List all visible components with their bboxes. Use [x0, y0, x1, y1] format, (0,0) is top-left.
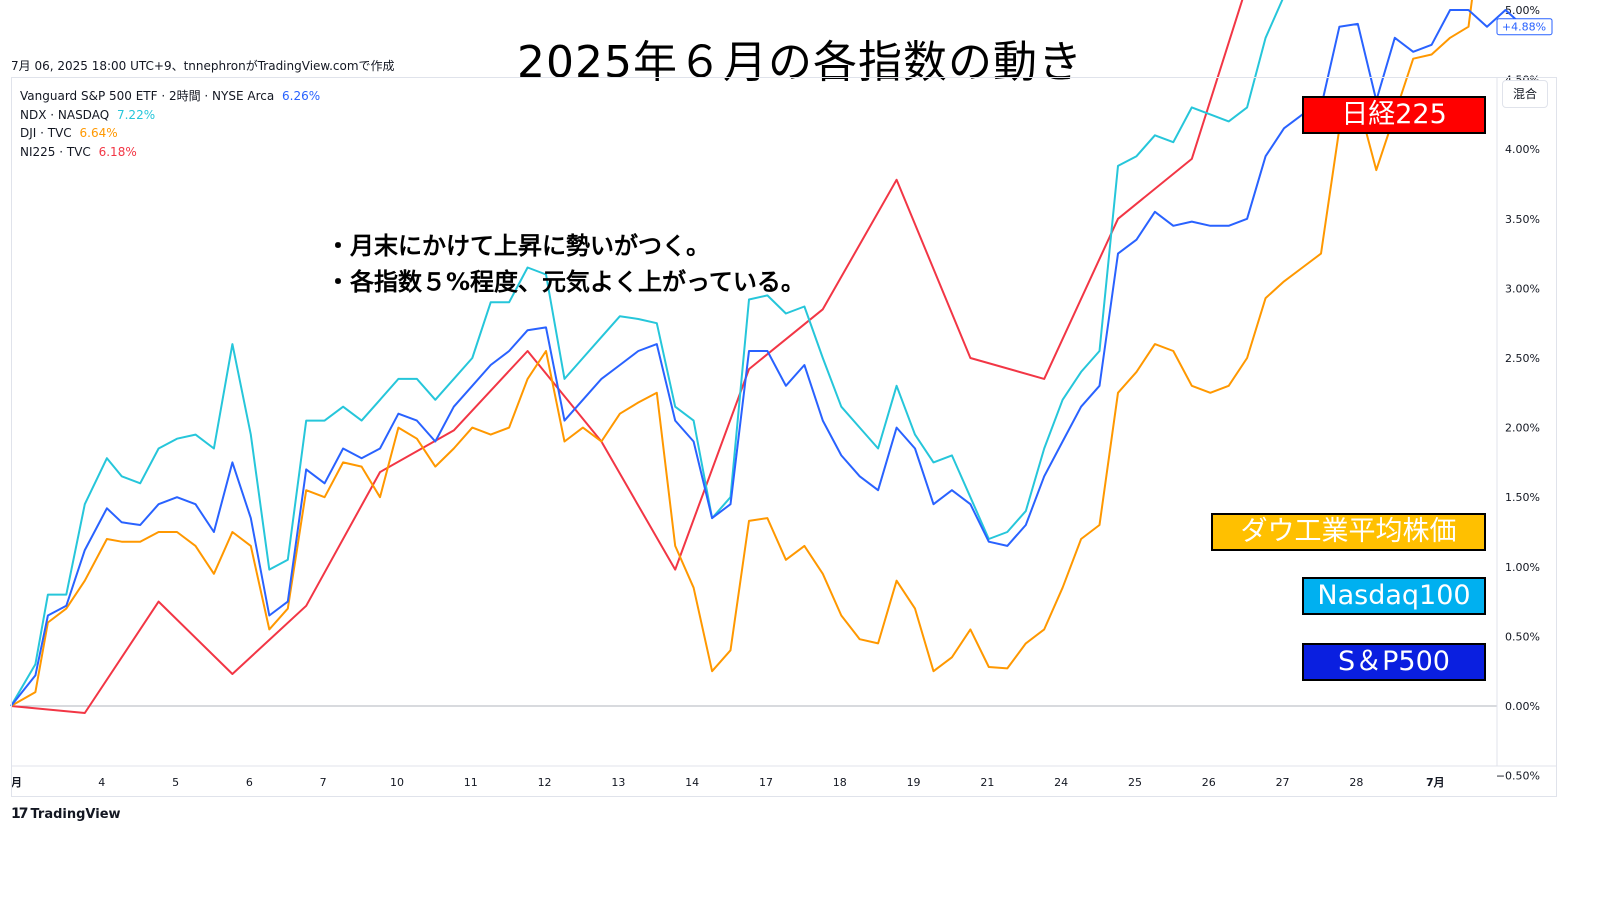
legend-name: NI225 · TVC [20, 144, 91, 159]
x-tick-label: 17 [759, 776, 773, 789]
tradingview-logo-icon: 17 [11, 806, 29, 822]
label-box-nikkei: 日経225 [1302, 96, 1486, 134]
legend-row-voo[interactable]: Vanguard S&P 500 ETF · 2時間 · NYSE Arca 6… [20, 87, 324, 106]
x-tick-label: 13 [611, 776, 625, 789]
x-tick-label: 月 [10, 776, 22, 789]
x-tick-label: 7 [320, 776, 327, 789]
x-tick-label: 10 [390, 776, 404, 789]
legend-row-dji[interactable]: DJI · TVC 6.64% [20, 124, 324, 143]
y-tick-label: 5.00% [1505, 4, 1540, 17]
legend-value: 6.26% [282, 89, 321, 103]
x-tick-label: 12 [538, 776, 552, 789]
legend-value: 6.64% [79, 126, 118, 140]
y-tick-label: 0.50% [1505, 630, 1540, 643]
x-tick-label: 14 [685, 776, 699, 789]
legend-row-ni225[interactable]: NI225 · TVC 6.18% [20, 143, 324, 162]
tag-value: +4.88% [1502, 21, 1546, 34]
x-tick-label: 19 [907, 776, 921, 789]
label-box-sp500: S＆P500 [1302, 643, 1486, 681]
series-line-ni225 [10, 0, 1244, 714]
legend-name: NDX · NASDAQ [20, 107, 110, 122]
y-tick-label: 1.00% [1505, 561, 1540, 574]
series-line-voo [10, 9, 1525, 707]
chart-frame [11, 77, 1557, 797]
chart-caption: 7月 06, 2025 18:00 UTC+9、tnnephronがTradin… [11, 59, 395, 73]
note-line: ・月末にかけて上昇に勢いがつく。 [326, 232, 710, 260]
y-tick-label: −0.50% [1496, 770, 1540, 783]
x-tick-label: 6 [246, 776, 253, 789]
mix-scale-button[interactable]: 混合 [1502, 80, 1548, 108]
tag-value-bg [1496, 18, 1553, 36]
x-tick-label: 18 [833, 776, 847, 789]
x-tick-label: 24 [1054, 776, 1068, 789]
x-tick-label: 25 [1128, 776, 1142, 789]
y-tick-label: 0.00% [1505, 700, 1540, 713]
series-legend: Vanguard S&P 500 ETF · 2時間 · NYSE Arca 6… [20, 87, 324, 161]
series-line-dji [10, 0, 1473, 707]
y-tick-label: 3.50% [1505, 213, 1540, 226]
legend-value: 7.22% [116, 107, 156, 122]
y-tick-label: 4.00% [1505, 143, 1540, 156]
annotation-notes: ・月末にかけて上昇に勢いがつく。 ・各指数５%程度、元気よく上がっている。 [326, 228, 805, 300]
y-tick-label: 3.00% [1505, 282, 1540, 295]
series-tag-voo-last: +4.88% [1496, 18, 1553, 36]
legend-name: Vanguard S&P 500 ETF · 2時間 · NYSE Arca [20, 89, 275, 103]
x-tick-label: 26 [1202, 776, 1216, 789]
x-tick-label: 27 [1276, 776, 1290, 789]
x-tick-label: 4 [98, 776, 105, 789]
page-title: 2025年６月の各指数の動き [517, 37, 1083, 88]
note-line: ・各指数５%程度、元気よく上がっている。 [326, 268, 805, 296]
y-tick-label: 2.50% [1505, 352, 1540, 365]
y-tick-label: 2.00% [1505, 422, 1540, 435]
legend-name: DJI · TVC [20, 126, 72, 140]
label-box-dow: ダウ工業平均株価 [1211, 513, 1486, 551]
legend-row-ndx[interactable]: NDX · NASDAQ 7.22% [20, 106, 324, 125]
label-box-nasdaq: Nasdaq100 [1302, 577, 1486, 615]
x-tick-label: 21 [980, 776, 994, 789]
y-tick-label: 1.50% [1505, 491, 1540, 504]
tradingview-logo[interactable]: 17 TradingView [11, 806, 121, 822]
series-line-ndx [10, 0, 1284, 707]
x-tick-label: 7月 [1426, 776, 1445, 789]
x-tick-label: 5 [172, 776, 179, 789]
x-tick-label: 28 [1349, 776, 1363, 789]
tradingview-logo-text: TradingView [30, 806, 121, 822]
legend-value: 6.18% [98, 144, 137, 159]
x-tick-label: 11 [464, 776, 478, 789]
